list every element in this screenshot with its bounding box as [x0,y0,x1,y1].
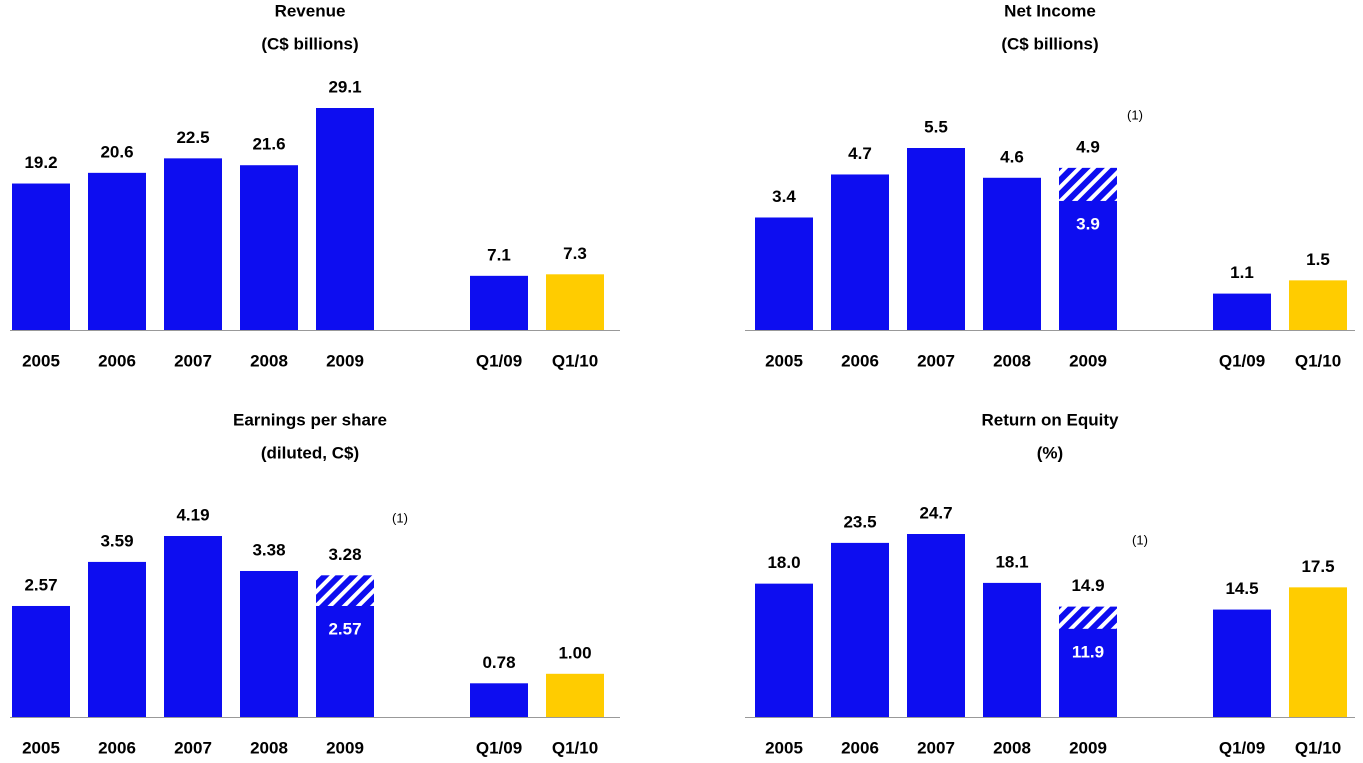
bar [755,217,813,330]
value-label: 18.0 [767,553,800,572]
bar [12,605,70,717]
x-tick-label: Q1/09 [1219,351,1265,370]
chart-title: Return on Equity [982,410,1119,429]
value-label: 29.1 [328,77,361,96]
bar [907,534,965,717]
x-tick-label: 2007 [174,738,212,757]
x-tick-label: 2005 [22,351,60,370]
x-tick-label: 2008 [993,738,1031,757]
x-tick-label: Q1/10 [1295,738,1341,757]
value-label: 14.9 [1071,576,1104,595]
footnote-marker: (1) [1127,107,1143,122]
bar [983,177,1041,330]
bar [12,183,70,330]
x-tick-label: 2005 [765,351,803,370]
x-tick-label: 2007 [917,738,955,757]
bar [983,582,1041,717]
footnote-marker: (1) [1132,532,1148,547]
bar [1213,293,1271,330]
value-label: 21.6 [252,135,285,154]
value-label: 4.19 [176,505,209,524]
x-tick-label: Q1/10 [552,351,598,370]
value-label: 1.1 [1230,263,1254,282]
chart-title: Revenue [275,1,346,20]
value-label: 23.5 [843,512,876,531]
x-tick-label: Q1/10 [552,738,598,757]
value-label: 3.4 [772,187,796,206]
chart-subtitle: (%) [1037,443,1063,462]
bar [88,561,146,717]
x-tick-label: 2009 [1069,738,1107,757]
x-tick-label: Q1/09 [476,738,522,757]
x-tick-label: 2009 [326,738,364,757]
x-tick-label: Q1/09 [1219,738,1265,757]
bar [164,158,222,330]
value-label: 2.57 [24,575,57,594]
x-tick-label: 2008 [250,351,288,370]
bar-base [1059,628,1117,717]
value-label: 1.00 [558,643,591,662]
value-label: 17.5 [1301,557,1334,576]
x-tick-label: 2008 [250,738,288,757]
value-label: 5.5 [924,117,948,136]
value-label: 20.6 [100,142,133,161]
bar [316,108,374,330]
x-tick-label: 2006 [98,738,136,757]
value-label: 4.7 [848,144,872,163]
bar [164,536,222,717]
x-tick-label: 2006 [841,351,879,370]
value-label: 1.5 [1306,250,1330,269]
chart-subtitle: (C$ billions) [261,34,358,53]
bar [907,148,965,330]
value-label: 24.7 [919,503,952,522]
value-label: 18.1 [995,552,1028,571]
value-label: 7.1 [487,245,511,264]
bar [240,165,298,330]
bar [755,583,813,717]
bar [831,542,889,717]
chart-subtitle: (diluted, C$) [261,443,359,462]
bar-base [316,605,374,717]
value-label: 3.38 [252,540,285,559]
chart-subtitle: (C$ billions) [1001,34,1098,53]
x-tick-label: Q1/10 [1295,351,1341,370]
value-label: 4.9 [1076,137,1100,156]
inner-value-label: 2.57 [328,619,361,638]
x-tick-label: 2009 [1069,351,1107,370]
chart-title: Net Income [1004,1,1096,20]
inner-value-label: 3.9 [1076,214,1100,233]
x-tick-label: 2005 [765,738,803,757]
bar [470,275,528,330]
bar [1213,609,1271,717]
value-label: 14.5 [1225,579,1258,598]
value-label: 0.78 [482,653,515,672]
chart-title: Earnings per share [233,410,387,429]
value-label: 3.28 [328,545,361,564]
bar [546,274,604,330]
x-tick-label: 2006 [841,738,879,757]
bar [88,172,146,330]
value-label: 22.5 [176,128,209,147]
x-tick-label: 2005 [22,738,60,757]
bar-base [1059,200,1117,330]
value-label: 3.59 [100,531,133,550]
bar [546,673,604,717]
value-label: 7.3 [563,244,587,263]
x-tick-label: Q1/09 [476,351,522,370]
inner-value-label: 11.9 [1072,642,1104,661]
x-tick-label: 2006 [98,351,136,370]
bar [240,570,298,717]
x-tick-label: 2009 [326,351,364,370]
footnote-marker: (1) [392,510,408,525]
bar [831,174,889,330]
x-tick-label: 2008 [993,351,1031,370]
x-tick-label: 2007 [174,351,212,370]
bar [1289,587,1347,717]
value-label: 4.6 [1000,147,1024,166]
bar [1289,280,1347,330]
value-label: 19.2 [24,153,57,172]
x-tick-label: 2007 [917,351,955,370]
bar [470,683,528,717]
